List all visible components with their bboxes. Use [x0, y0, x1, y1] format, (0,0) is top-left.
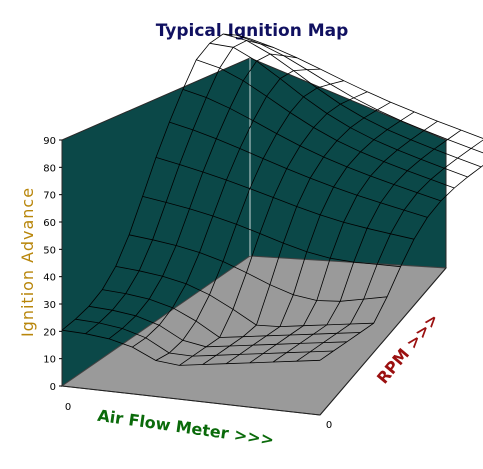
mesh-line-v	[115, 266, 374, 328]
mesh-line-v	[222, 33, 482, 168]
mesh-line-v	[88, 305, 347, 348]
mesh-line-v	[169, 121, 428, 218]
mesh-line-v	[155, 157, 415, 240]
surface-mesh	[61, 33, 483, 366]
z-tick-label: 60	[43, 218, 56, 229]
z-tick-label: 80	[43, 163, 56, 174]
z-axis-label: Ignition Advance	[18, 187, 37, 337]
mesh-line-v	[249, 38, 483, 139]
mesh-line-v	[236, 34, 483, 154]
mesh-line-v	[209, 42, 468, 178]
z-tick-label: 0	[50, 382, 56, 393]
x-tick-label: 0	[65, 402, 71, 413]
z-tick-label: 10	[43, 355, 56, 366]
mesh-line-v	[61, 329, 321, 366]
z-axis-ticks: 0 10 20 30 40 50 60 70 80 90	[43, 136, 62, 393]
z-tick-label: 40	[43, 273, 56, 284]
z-tick-label: 20	[43, 327, 56, 338]
chart-title: Typical Ignition Map	[156, 21, 349, 41]
x-axis-edge	[61, 385, 321, 416]
mesh-line-v	[129, 234, 388, 302]
mesh-line-v	[196, 59, 455, 189]
mesh-line-v	[142, 196, 401, 268]
mesh-line-v	[102, 289, 361, 338]
x-axis-label: Air Flow Meter >>>	[96, 406, 275, 450]
z-tick-label: 30	[43, 300, 56, 311]
z-tick-label: 70	[43, 191, 56, 202]
mesh-line-v	[75, 318, 334, 357]
mesh-line-v	[182, 89, 442, 202]
z-tick-label: 50	[43, 245, 56, 256]
z-tick-label: 90	[43, 136, 56, 147]
y-tick-label: 0	[326, 420, 332, 431]
y-axis-edge	[319, 267, 447, 416]
